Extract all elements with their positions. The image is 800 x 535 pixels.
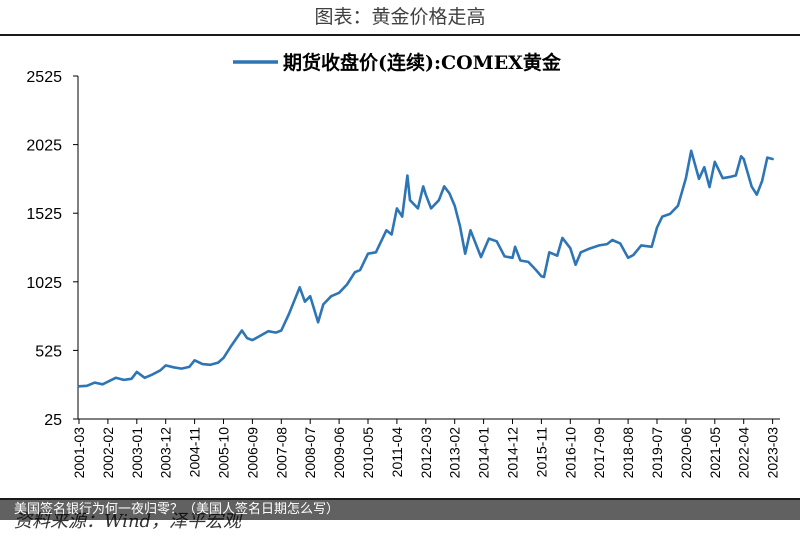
chart-axes: 25 525 1025 1525 2025 2525 2001-03 2002-02 2003-… bbox=[26, 69, 780, 478]
x-tick-label: 2022-04 bbox=[736, 427, 752, 479]
legend-label: 期货收盘价(连续):COMEX黄金 bbox=[283, 51, 562, 74]
x-tick-label: 2011-04 bbox=[389, 427, 405, 478]
x-tick-label: 2023-03 bbox=[765, 427, 781, 479]
y-tick-label: 1525 bbox=[26, 206, 62, 223]
x-tick-label: 2008-07 bbox=[302, 427, 318, 479]
y-tick-label: 1025 bbox=[26, 275, 62, 292]
x-tick-label: 2013-02 bbox=[447, 427, 463, 479]
x-tick-label: 2014-01 bbox=[476, 427, 492, 479]
x-tick-label: 2003-01 bbox=[129, 427, 145, 479]
x-tick-label: 2012-03 bbox=[418, 427, 434, 479]
x-tick-label: 2017-09 bbox=[591, 427, 607, 479]
caption-overlay: 美国签名银行为何一夜归零？（美国人签名日期怎么写） bbox=[0, 500, 800, 520]
x-tick-label: 2007-08 bbox=[273, 427, 289, 479]
x-tick-label: 2009-06 bbox=[331, 427, 347, 479]
gold-price-chart: 期货收盘价(连续):COMEX黄金 2552510251525202525252… bbox=[26, 51, 780, 478]
x-tick-label: 2002-02 bbox=[100, 427, 116, 479]
page-title: 图表：黄金价格走高 bbox=[314, 6, 486, 28]
x-tick-label: 2020-06 bbox=[678, 427, 694, 479]
x-tick-label: 2014-12 bbox=[505, 427, 521, 479]
x-tick-label: 2021-05 bbox=[707, 427, 723, 479]
title-divider bbox=[0, 34, 800, 36]
x-tick-label: 2003-12 bbox=[158, 427, 174, 479]
y-tick-label: 525 bbox=[35, 343, 62, 360]
y-tick-label: 2525 bbox=[26, 69, 62, 86]
x-tick-label: 2010-05 bbox=[360, 427, 376, 479]
x-tick-label: 2018-08 bbox=[620, 427, 636, 479]
x-tick-label: 2019-07 bbox=[649, 427, 665, 479]
x-tick-label: 2001-03 bbox=[71, 427, 87, 479]
x-tick-label: 2015-11 bbox=[533, 427, 549, 478]
x-tick-label: 2006-09 bbox=[244, 427, 260, 479]
chart-plot-area bbox=[77, 149, 774, 388]
y-tick-label: 25 bbox=[44, 412, 62, 429]
x-tick-label: 2016-10 bbox=[562, 427, 578, 479]
chart-legend: 期货收盘价(连续):COMEX黄金 bbox=[233, 51, 562, 74]
x-tick-label: 2005-10 bbox=[216, 427, 232, 479]
x-tick-label: 2004-11 bbox=[187, 427, 203, 478]
gold-price-line bbox=[77, 149, 774, 388]
bottom-divider bbox=[0, 498, 800, 500]
y-tick-label: 2025 bbox=[26, 138, 62, 155]
